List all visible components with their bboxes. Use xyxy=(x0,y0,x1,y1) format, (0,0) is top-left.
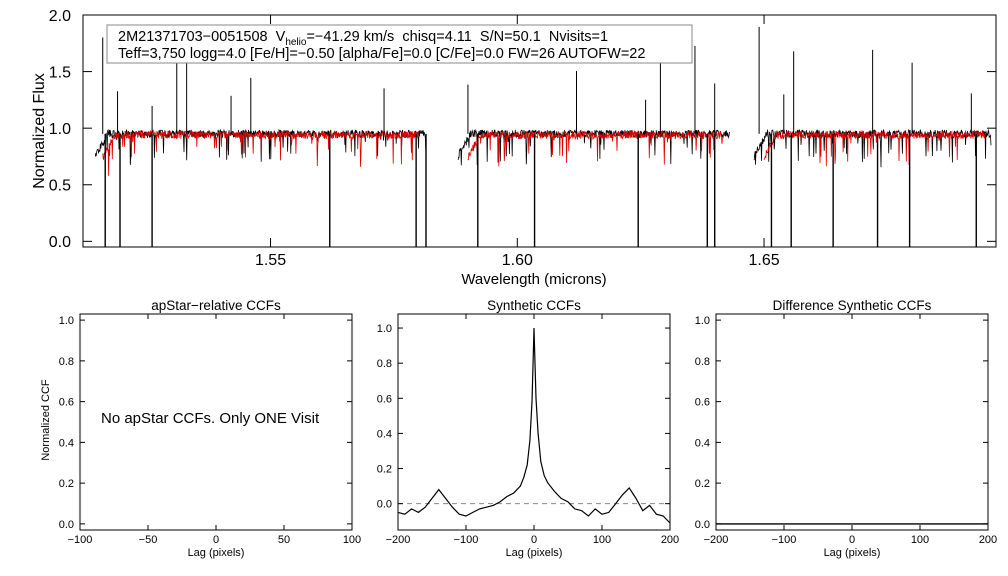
difference-ccf-x-tick-label: −100 xyxy=(772,534,797,546)
difference-ccf-x-tick-label: −200 xyxy=(704,534,729,546)
synthetic-ccf-x-tick-label: −100 xyxy=(454,534,479,546)
synthetic-ccf-panel: Synthetic CCFs 0.0 0.2 0.4 0.6 0.8 1.0 −200 −1… xyxy=(377,298,679,559)
spectrum-x-tick-label: 1.65 xyxy=(748,252,779,269)
difference-ccf-x-tick-label: 200 xyxy=(979,534,997,546)
synthetic-ccf-title: Synthetic CCFs xyxy=(487,298,581,313)
spectrum-y-tick-label: 1.0 xyxy=(49,121,71,138)
synthetic-ccf-y-ticks: 0.0 0.2 0.4 0.6 0.8 1.0 xyxy=(377,323,670,511)
spectrum-legend: 2M21371703−0051508 Vhelio=−41.29 km/s ch… xyxy=(106,24,693,64)
synthetic-ccf-data xyxy=(397,327,671,524)
spectrum-panel: 0.0 0.5 1.0 1.5 2.0 1.55 1.60 1.65 Normalized … xyxy=(31,8,997,288)
difference-ccf-y-tick-label: 0.8 xyxy=(695,356,710,368)
apstar-ccf-x-tick-label: −100 xyxy=(68,534,93,546)
legend-v-subscript: helio xyxy=(285,37,307,48)
difference-ccf-y-tick-label: 0.4 xyxy=(695,437,710,449)
spectrum-x-tick-label: 1.60 xyxy=(502,252,533,269)
synthetic-ccf-x-tick-label: −200 xyxy=(386,534,411,546)
difference-ccf-x-tick-label: 0 xyxy=(849,534,855,546)
synthetic-ccf-x-axis-label: Lag (pixels) xyxy=(506,547,563,559)
difference-ccf-y-ticks: 0.0 0.2 0.4 0.6 0.8 1.0 xyxy=(695,315,988,531)
spectrum-x-tick-label: 1.55 xyxy=(255,252,286,269)
difference-ccf-y-tick-label: 0.0 xyxy=(695,519,710,531)
apstar-ccf-y-tick-label: 0.4 xyxy=(59,437,74,449)
apstar-ccf-x-tick-label: −50 xyxy=(139,534,158,546)
apstar-ccf-x-tick-label: 50 xyxy=(278,534,290,546)
apstar-ccf-annotation: No apStar CCFs. Only ONE Visit xyxy=(101,410,320,427)
difference-ccf-panel: Difference Synthetic CCFs 0.00.20.40.60.… xyxy=(695,298,997,559)
legend-star-id: 2M21371703−0051508 xyxy=(118,29,268,45)
apstar-ccf-x-ticks: −100 −50 0 50 100 xyxy=(68,314,361,546)
legend-chisq: chisq=4.11 xyxy=(402,29,471,45)
synthetic-ccf-x-tick-label: 0 xyxy=(531,534,537,546)
synthetic-ccf-y-tick-label: 0.2 xyxy=(377,463,392,475)
spectrum-y-tick-label: 0.5 xyxy=(49,178,71,195)
difference-ccf-x-axis-label: Lag (pixels) xyxy=(824,547,881,559)
synthetic-ccf-x-tick-label: 200 xyxy=(661,534,679,546)
legend-sn: S/N=50.1 xyxy=(480,29,541,45)
apstar-ccf-y-axis-label: Normalized CCF xyxy=(40,379,52,461)
synthetic-ccf-x-tick-label: 100 xyxy=(593,534,611,546)
apstar-ccf-y-tick-label: 0.6 xyxy=(59,397,74,409)
legend-nvisits: Nvisits=1 xyxy=(549,29,608,45)
model-spectrum-line-2 xyxy=(763,129,987,167)
spectrum-y-tick-label: 2.0 xyxy=(49,8,71,25)
spectrum-legend-box xyxy=(106,24,693,64)
apstar-ccf-panel: apStar−relative CCFs 0.00.20.40.60.81.0 … xyxy=(40,298,361,559)
difference-ccf-y-tick-label: 1.0 xyxy=(695,315,710,327)
spectrum-y-tick-label: 0.0 xyxy=(49,234,71,251)
spectrum-x-ticks: 1.55 1.60 1.65 xyxy=(255,15,780,269)
difference-ccf-x-tick-label: 100 xyxy=(911,534,929,546)
legend-line-1: 2M21371703−0051508 Vhelio=−41.29 km/s ch… xyxy=(118,29,608,48)
difference-ccf-plot-frame xyxy=(715,313,989,531)
synthetic-ccf-y-tick-label: 0.6 xyxy=(377,393,392,405)
spectrum-plot-frame xyxy=(82,14,997,248)
spectrum-y-tick-label: 1.5 xyxy=(49,64,71,81)
apstar-ccf-y-ticks: 0.0 0.2 0.4 0.6 0.8 1.0 xyxy=(59,315,352,531)
spectrum-data xyxy=(94,26,992,247)
apstar-ccf-y-tick-label: 1.0 xyxy=(59,315,74,327)
apstar-ccf-title: apStar−relative CCFs xyxy=(151,298,281,313)
difference-ccf-y-tick-label: 0.2 xyxy=(695,478,710,490)
synthetic-ccf-line xyxy=(397,327,671,524)
model-spectrum-line-0 xyxy=(102,129,419,176)
spectrum-x-axis-label: Wavelength (microns) xyxy=(461,271,606,288)
legend-v-symbol: V xyxy=(276,29,286,45)
difference-ccf-title: Difference Synthetic CCFs xyxy=(773,298,932,313)
difference-ccf-y-tick-label: 0.6 xyxy=(695,397,710,409)
synthetic-ccf-y-tick-label: 0.0 xyxy=(377,499,392,511)
apstar-ccf-y-tick-label: 0.8 xyxy=(59,356,74,368)
apstar-ccf-y-tick-label: 0.2 xyxy=(59,478,74,490)
legend-v-value: =−41.29 km/s xyxy=(306,29,394,45)
synthetic-ccf-y-tick-label: 0.4 xyxy=(377,428,392,440)
difference-ccf-x-ticks: −200 −100 0 100 200 xyxy=(704,314,997,546)
apstar-ccf-x-tick-label: 0 xyxy=(213,534,219,546)
apstar-ccf-x-axis-label: Lag (pixels) xyxy=(188,547,245,559)
synthetic-ccf-y-tick-label: 0.8 xyxy=(377,358,392,370)
spectrum-y-axis-label: Normalized Flux xyxy=(31,73,48,189)
legend-line-2: Teff=3,750 logg=4.0 [Fe/H]=−0.50 [alpha/… xyxy=(118,46,645,62)
synthetic-ccf-x-ticks: −200 −100 0 100 200 xyxy=(386,314,679,546)
synthetic-ccf-y-tick-label: 1.0 xyxy=(377,323,392,335)
model-spectrum-line-1 xyxy=(467,129,725,167)
spectrum-y-ticks: 0.0 0.5 1.0 1.5 2.0 xyxy=(49,8,996,251)
apstar-ccf-y-tick-label: 0.0 xyxy=(59,519,74,531)
apstar-ccf-x-tick-label: 100 xyxy=(343,534,361,546)
